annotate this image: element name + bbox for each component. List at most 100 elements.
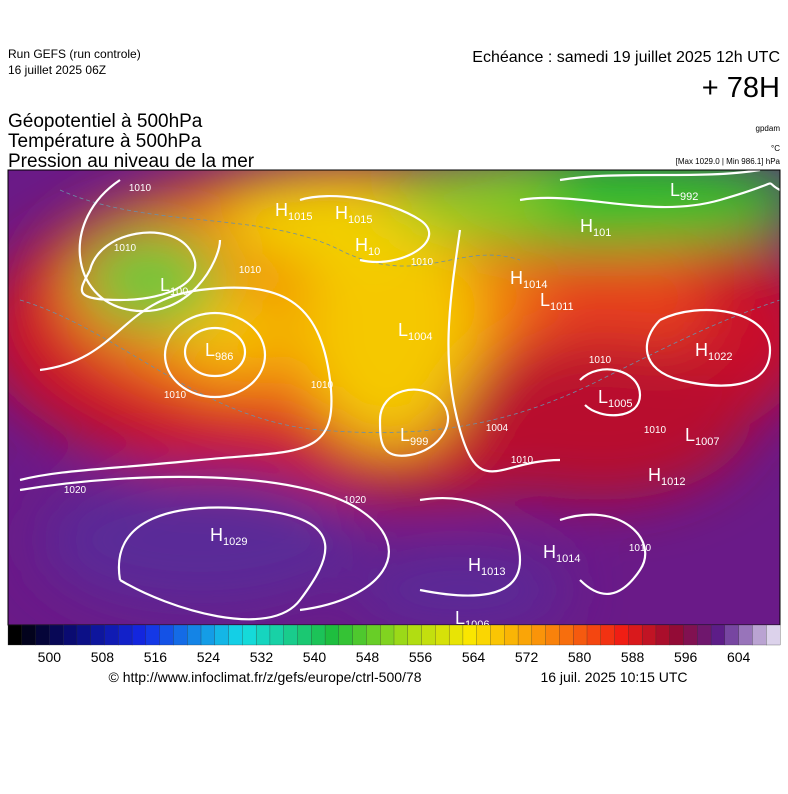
color-swatch (62, 624, 78, 646)
pressure-center: H1015 (335, 203, 372, 226)
color-swatch (766, 624, 781, 646)
color-swatch (104, 624, 119, 646)
color-swatch (352, 624, 367, 646)
color-swatch (131, 624, 147, 646)
color-swatch (228, 624, 243, 646)
color-swatch (145, 624, 161, 646)
color-swatch (380, 624, 395, 646)
pressure-center: L100 (160, 275, 188, 298)
isobar-label: 1010 (629, 543, 652, 554)
colorbar-tick-label: 540 (303, 649, 327, 665)
color-swatch (255, 624, 271, 646)
colorbar-tick-label: 508 (91, 649, 115, 665)
isobar-label: 1010 (511, 455, 534, 466)
color-swatch (710, 624, 726, 646)
center-value: 986 (215, 351, 233, 363)
isobar-label: 1010 (411, 257, 434, 268)
unit: °C (771, 144, 780, 153)
isobar-label: 1010 (239, 265, 262, 276)
color-swatch (697, 624, 712, 646)
source-url: © http://www.infoclimat.fr/z/gefs/europe… (108, 669, 421, 685)
color-swatch (297, 624, 312, 646)
colorbar-tick-label: 596 (674, 649, 698, 665)
center-letter: L (455, 608, 465, 628)
center-value: 1015 (348, 214, 372, 226)
isobar-label: 1010 (644, 425, 667, 436)
color-swatch (435, 624, 450, 646)
valid-time: Echéance : samedi 19 juillet 2025 12h UT… (472, 49, 780, 66)
center-value: 1022 (708, 351, 732, 363)
pressure-center: L992 (670, 180, 698, 203)
center-value: 1005 (608, 398, 632, 410)
color-swatch (545, 624, 560, 646)
center-letter: H (543, 542, 556, 562)
center-value: 1029 (223, 536, 247, 548)
color-swatch (628, 624, 643, 646)
center-letter: H (275, 200, 288, 220)
color-swatch (90, 624, 105, 646)
color-swatch (600, 624, 616, 646)
isobar-label: 1010 (589, 355, 612, 366)
lead-time: + 78H (702, 72, 780, 104)
pressure-center: H1013 (468, 555, 505, 578)
color-swatch (559, 624, 574, 646)
center-value: 1013 (481, 566, 505, 578)
center-letter: H (695, 340, 708, 360)
color-swatch (724, 624, 740, 646)
center-value: 100 (170, 286, 188, 298)
colorbar-tick-label: 564 (462, 649, 486, 665)
color-swatch (214, 624, 230, 646)
color-swatch (338, 624, 354, 646)
isobar-label: 1010 (114, 243, 137, 254)
isobar-label: 1020 (64, 485, 87, 496)
field: Pression au niveau de la mer (8, 151, 255, 172)
center-value: 1007 (695, 436, 719, 448)
colorbar-tick-label: 548 (356, 649, 380, 665)
color-swatch (614, 624, 629, 646)
center-value: 1014 (556, 553, 580, 565)
color-swatch (517, 624, 533, 646)
pressure-center: H1014 (543, 542, 580, 565)
color-swatch (242, 624, 257, 646)
color-swatch (283, 624, 298, 646)
pressure-center: H1022 (695, 340, 732, 363)
color-swatch (573, 624, 588, 646)
color-swatch (669, 624, 684, 646)
pressure-center: L1005 (598, 387, 633, 410)
center-letter: H (468, 555, 481, 575)
center-value: 999 (410, 436, 428, 448)
isobar-label: 1004 (486, 423, 509, 434)
pressure-center: H1015 (275, 200, 312, 223)
center-letter: H (580, 216, 593, 236)
center-value: 1012 (661, 476, 685, 488)
color-swatch (504, 624, 519, 646)
run: Run GEFS (run controle) (8, 47, 141, 61)
colorbar-tick-label: 580 (568, 649, 592, 665)
color-swatch (21, 624, 37, 646)
color-swatch (655, 624, 671, 646)
center-letter: L (160, 275, 170, 295)
center-letter: L (670, 180, 680, 200)
pressure-center: H1014 (510, 268, 547, 291)
colorbar-tick-label: 500 (38, 649, 62, 665)
color-swatch (738, 624, 753, 646)
center-letter: L (205, 340, 215, 360)
color-swatch (7, 624, 23, 646)
pressure-center: L1004 (398, 320, 433, 343)
center-letter: L (398, 320, 408, 340)
center-value: 101 (593, 227, 611, 239)
center-value: 1014 (523, 279, 547, 291)
color-swatch (187, 624, 202, 646)
colorbar-tick-label: 588 (621, 649, 645, 665)
color-swatch (118, 624, 133, 646)
color-swatch (683, 624, 698, 646)
center-value: 1015 (288, 211, 312, 223)
colorbar-tick-label: 516 (144, 649, 168, 665)
colorbar-tick-label: 524 (197, 649, 221, 665)
pressure-center: L999 (400, 425, 428, 448)
unit: gpdam (756, 124, 781, 133)
isobar-label: 1010 (129, 183, 152, 194)
map (8, 170, 780, 625)
color-swatch (531, 624, 547, 646)
